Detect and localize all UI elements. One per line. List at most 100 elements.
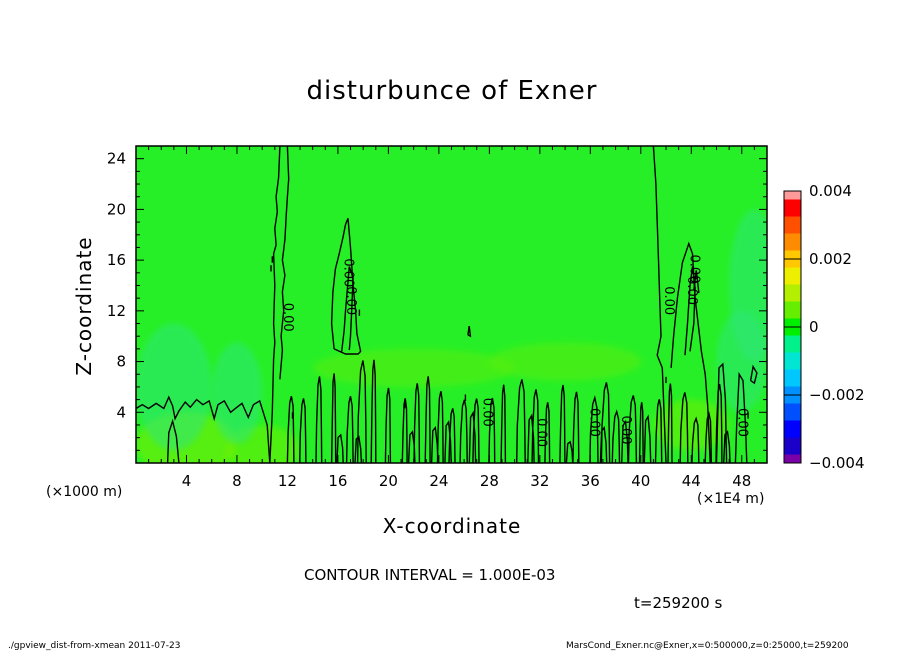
contour-lobe	[527, 413, 535, 463]
x-tick-label: 40	[631, 472, 650, 490]
contour-line	[684, 266, 696, 356]
contour-line	[734, 371, 748, 463]
x-unit-label: (×1000 m)	[46, 484, 123, 500]
x-tick-label: 24	[429, 472, 448, 490]
contour-lobe	[715, 383, 723, 463]
contour-lobe	[315, 376, 323, 463]
contour-lobe	[627, 395, 638, 463]
y-tick-label: 16	[107, 251, 126, 269]
y-tick-label: 24	[107, 150, 126, 168]
contour-value-label: 0.00	[343, 286, 358, 315]
contour-lobe	[565, 440, 574, 463]
shading-patch	[716, 310, 767, 413]
contour-lobe	[638, 402, 644, 463]
contour-value-label: 0.00	[684, 276, 699, 305]
colorbar-segment	[784, 199, 801, 217]
contour-value-label: 0.00	[534, 418, 549, 447]
colorbar-segment	[784, 454, 801, 463]
contour-left-vertical	[269, 146, 281, 463]
colorbar-tick-label: 0	[809, 318, 819, 336]
x-tick-label: 20	[379, 472, 398, 490]
shading-patch	[136, 323, 212, 451]
contour-lobe	[356, 360, 367, 463]
contour-value-label: 0.00	[587, 408, 602, 437]
colorbar-segment	[784, 216, 801, 234]
colorbar-segment	[784, 369, 801, 387]
contour-value-label: 0.00	[341, 258, 356, 287]
contour-lobe	[286, 396, 295, 463]
x-axis-label: X-coordinate	[382, 514, 522, 538]
contour-lobe	[559, 384, 566, 463]
contour-lobe	[444, 419, 452, 463]
contour-lobe	[691, 416, 700, 463]
x-tick-label: 32	[530, 472, 549, 490]
contour-tall-loop	[330, 218, 362, 355]
contour-lobe	[611, 409, 621, 463]
colorbar-segment	[784, 191, 801, 200]
contour-lobe	[572, 391, 580, 463]
contour-right-vertical	[652, 146, 667, 463]
y-tick-label: 8	[116, 353, 126, 371]
x-tick-label: 48	[732, 472, 751, 490]
contour-lobe	[679, 392, 689, 463]
shading-patch	[489, 342, 641, 381]
contour-lobe	[401, 398, 408, 463]
contour-value-label: 0.00	[734, 408, 749, 437]
contour-lobe	[468, 410, 477, 463]
colorbar-segment	[784, 420, 801, 438]
contour-lobe	[667, 383, 673, 463]
colorbar-segment	[784, 233, 801, 251]
contour-lobe	[531, 389, 540, 463]
contour-line	[341, 266, 354, 352]
contour-lobe	[516, 379, 526, 463]
y-tick-label: 4	[116, 403, 126, 421]
x-tick-label: 8	[232, 472, 242, 490]
contour-lobe	[370, 359, 377, 463]
colorbar-segment	[784, 301, 801, 319]
y-tick-label: 20	[107, 200, 126, 218]
colorbar-tick-label: −0.002	[809, 386, 865, 404]
contour-line	[166, 418, 180, 463]
chart-title: disturbunce of Exner	[306, 76, 598, 106]
contour-lobe	[488, 397, 496, 463]
colorbar-segment	[784, 284, 801, 302]
contour-lobe	[459, 399, 468, 463]
contour-value-label: 0.00	[686, 255, 701, 284]
contour-line	[467, 325, 472, 338]
x-tick-label: 36	[581, 472, 600, 490]
contour-value-label: 0.00	[479, 398, 494, 427]
contour-line	[279, 146, 290, 380]
x-tick-label: 16	[328, 472, 347, 490]
contour-lobe	[654, 399, 663, 463]
contour-lobe	[299, 398, 307, 463]
contour-lobe	[723, 430, 731, 463]
y-tick-label: 12	[107, 302, 126, 320]
footer-command: ./gpview_dist-from-xmean 2011-07-23	[8, 641, 181, 651]
contour-lobe	[424, 376, 431, 463]
contour-lobe	[643, 414, 652, 463]
contour-line	[693, 270, 700, 294]
colorbar-tick-label: 0.002	[809, 250, 852, 268]
x-tick-label: 44	[682, 472, 701, 490]
colorbar-segment	[784, 352, 801, 370]
shading-patch	[211, 342, 263, 444]
contour-lobe	[704, 410, 712, 463]
contour-lobe	[621, 419, 629, 463]
contour-interval-label: CONTOUR INTERVAL = 1.000E-03	[304, 566, 556, 584]
contour-lobe	[500, 384, 507, 463]
contour-value-label: 0.00	[661, 286, 676, 315]
contour-lobe	[436, 390, 444, 463]
contour-lobe	[589, 395, 599, 463]
contour-value-label: 0.00	[618, 416, 633, 445]
contour-lobe	[448, 408, 456, 463]
colorbar-tick-label: 0.004	[809, 182, 852, 200]
contour-lobe	[544, 402, 551, 463]
footer-source: MarsCond_Exner.nc@Exner,x=0:500000,z=0:2…	[566, 641, 849, 651]
colorbar-segment	[784, 335, 801, 353]
contour-lobe	[330, 373, 337, 463]
colorbar-segment	[784, 403, 801, 421]
x-tick-label: 4	[182, 472, 192, 490]
contour-lobe	[384, 387, 392, 463]
